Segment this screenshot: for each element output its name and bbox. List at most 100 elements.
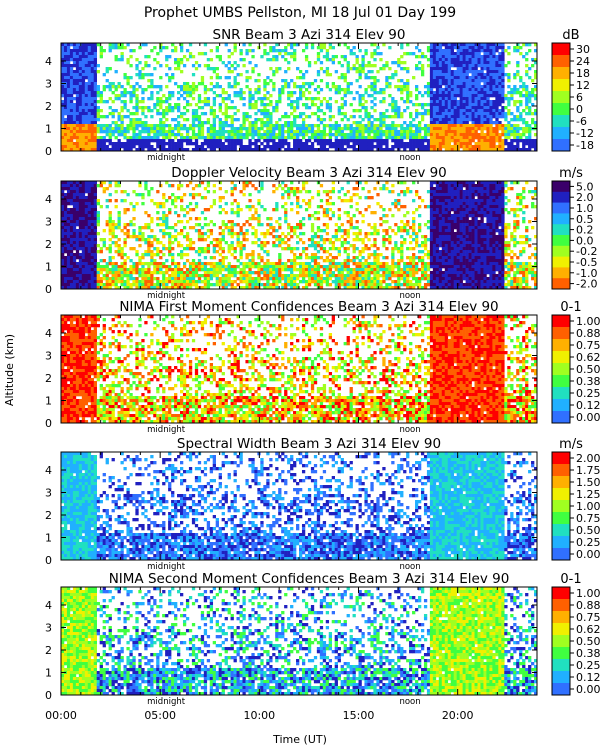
colorbar-tick-label: 0.75 xyxy=(576,512,600,525)
heatmap-cells xyxy=(61,181,538,290)
colorbar-unit: 0-1 xyxy=(560,572,581,587)
colorbar: 1.000.880.750.620.500.380.250.120.00 xyxy=(551,586,600,696)
y-tick-label: 3 xyxy=(45,78,52,91)
colorbar-tick-label: 1.0 xyxy=(576,202,594,215)
colorbar-tick-label: 0.25 xyxy=(576,387,600,400)
y-tick-label: 0 xyxy=(45,689,52,702)
colorbar-tick-label: 18 xyxy=(576,67,590,80)
y-tick-label: 2 xyxy=(45,644,52,657)
x-tick-label: 20:00 xyxy=(442,709,474,722)
noon-marker: noon xyxy=(399,697,420,707)
midnight-marker: midnight xyxy=(147,697,186,707)
heatmap-cells xyxy=(61,315,538,424)
y-axis-label: Altitude (km) xyxy=(3,334,16,406)
colorbar-tick-label: 0.75 xyxy=(576,339,600,352)
colorbar-tick-label: 0 xyxy=(576,103,583,116)
colorbar-tick-label: 0.88 xyxy=(576,599,600,612)
midnight-marker: midnight xyxy=(147,562,186,572)
colorbar: 5.02.01.00.50.20.0-0.2-0.5-1.0-2.0 xyxy=(551,180,597,291)
colorbar-unit: m/s xyxy=(559,437,583,452)
colorbar-tick-label: 0.25 xyxy=(576,536,600,549)
colorbar-tick-label: 0.38 xyxy=(576,647,600,660)
colorbar-tick-label: 0.50 xyxy=(576,363,600,376)
y-tick-label: 1 xyxy=(45,395,52,408)
colorbar-tick-label: -2.0 xyxy=(576,278,597,291)
x-tick-label: 05:00 xyxy=(144,709,176,722)
panel-2: Doppler Velocity Beam 3 Azi 314 Elev 90 m… xyxy=(45,165,597,301)
y-tick-label: 0 xyxy=(45,283,52,296)
y-tick-label: 4 xyxy=(45,55,52,68)
y-tick-label: 3 xyxy=(45,350,52,363)
colorbar-tick-label: 0.12 xyxy=(576,399,600,412)
x-tick-label: 10:00 xyxy=(243,709,275,722)
noon-marker: noon xyxy=(399,153,420,163)
y-tick-label: 2 xyxy=(45,509,52,522)
colorbar-tick-label: 0.38 xyxy=(576,375,600,388)
colorbar-tick-label: 0.00 xyxy=(576,683,600,696)
x-axis-label: Time (UT) xyxy=(272,733,327,746)
y-tick-label: 1 xyxy=(45,261,52,274)
y-tick-label: 3 xyxy=(45,216,52,229)
colorbar-tick-label: 1.75 xyxy=(576,464,600,477)
colorbar-tick-label: 30 xyxy=(576,43,590,56)
colorbar-tick-label: 2.0 xyxy=(576,191,594,204)
y-tick-label: 3 xyxy=(45,622,52,635)
colorbar-unit: m/s xyxy=(559,166,583,181)
y-tick-label: 0 xyxy=(45,554,52,567)
colorbar-tick-label: 0.2 xyxy=(576,224,594,237)
panel-title: SNR Beam 3 Azi 314 Elev 90 xyxy=(213,27,406,43)
panel-title: NIMA Second Moment Confidences Beam 3 Az… xyxy=(109,571,510,587)
colorbar-tick-label: 0.88 xyxy=(576,327,600,340)
panel-4: Spectral Width Beam 3 Azi 314 Elev 90 m/s… xyxy=(45,436,600,572)
panel-title: Doppler Velocity Beam 3 Azi 314 Elev 90 xyxy=(171,165,447,181)
panel-title: Spectral Width Beam 3 Azi 314 Elev 90 xyxy=(177,436,441,452)
figure-title: Prophet UMBS Pellston, MI 18 Jul 01 Day … xyxy=(144,5,456,21)
y-tick-label: 2 xyxy=(45,100,52,113)
y-tick-label: 2 xyxy=(45,372,52,385)
y-tick-label: 2 xyxy=(45,238,52,251)
colorbar-tick-label: 0.12 xyxy=(576,671,600,684)
colorbar-tick-label: 0.0 xyxy=(576,234,594,247)
midnight-marker: midnight xyxy=(147,291,186,301)
x-tick-label: 00:00 xyxy=(45,709,77,722)
colorbar-tick-label: 0.62 xyxy=(576,351,600,364)
colorbar-tick-label: -12 xyxy=(576,127,594,140)
noon-marker: noon xyxy=(399,291,420,301)
colorbar-tick-label: 0.50 xyxy=(576,524,600,537)
colorbar-tick-label: 0.25 xyxy=(576,659,600,672)
colorbar-tick-label: 1.00 xyxy=(576,315,600,328)
heatmap-cells xyxy=(61,452,538,561)
panel-3: NIMA First Moment Confidences Beam 3 Azi… xyxy=(45,299,600,435)
y-tick-label: 1 xyxy=(45,667,52,680)
colorbar-unit: dB xyxy=(562,28,579,43)
colorbar-tick-label: 5.0 xyxy=(576,180,594,193)
panel-1: SNR Beam 3 Azi 314 Elev 90 dB01234midnigh… xyxy=(45,27,594,163)
colorbar-tick-label: 0.62 xyxy=(576,623,600,636)
colorbar-tick-label: 0.50 xyxy=(576,635,600,648)
y-tick-label: 1 xyxy=(45,532,52,545)
panel-5: NIMA Second Moment Confidences Beam 3 Az… xyxy=(45,571,600,707)
colorbar-tick-label: 1.50 xyxy=(576,476,600,489)
colorbar-tick-label: -6 xyxy=(576,115,587,128)
noon-marker: noon xyxy=(399,562,420,572)
colorbar-tick-label: 2.00 xyxy=(576,452,600,465)
colorbar-tick-label: 1.25 xyxy=(576,488,600,501)
heatmap-cells xyxy=(61,587,538,696)
x-tick-label: 15:00 xyxy=(343,709,375,722)
y-tick-label: 4 xyxy=(45,193,52,206)
noon-marker: noon xyxy=(399,425,420,435)
colorbar-tick-label: -18 xyxy=(576,139,594,152)
colorbar: 1.000.880.750.620.500.380.250.120.00 xyxy=(551,314,600,424)
y-tick-label: 4 xyxy=(45,464,52,477)
colorbar-tick-label: -0.5 xyxy=(576,256,597,269)
colorbar-tick-label: 0.75 xyxy=(576,611,600,624)
y-tick-label: 4 xyxy=(45,327,52,340)
colorbar-tick-label: 0.5 xyxy=(576,213,594,226)
colorbar-tick-label: 0.00 xyxy=(576,411,600,424)
y-tick-label: 0 xyxy=(45,417,52,430)
colorbar-tick-label: -0.2 xyxy=(576,245,597,258)
colorbar-tick-label: 1.00 xyxy=(576,500,600,513)
midnight-marker: midnight xyxy=(147,425,186,435)
